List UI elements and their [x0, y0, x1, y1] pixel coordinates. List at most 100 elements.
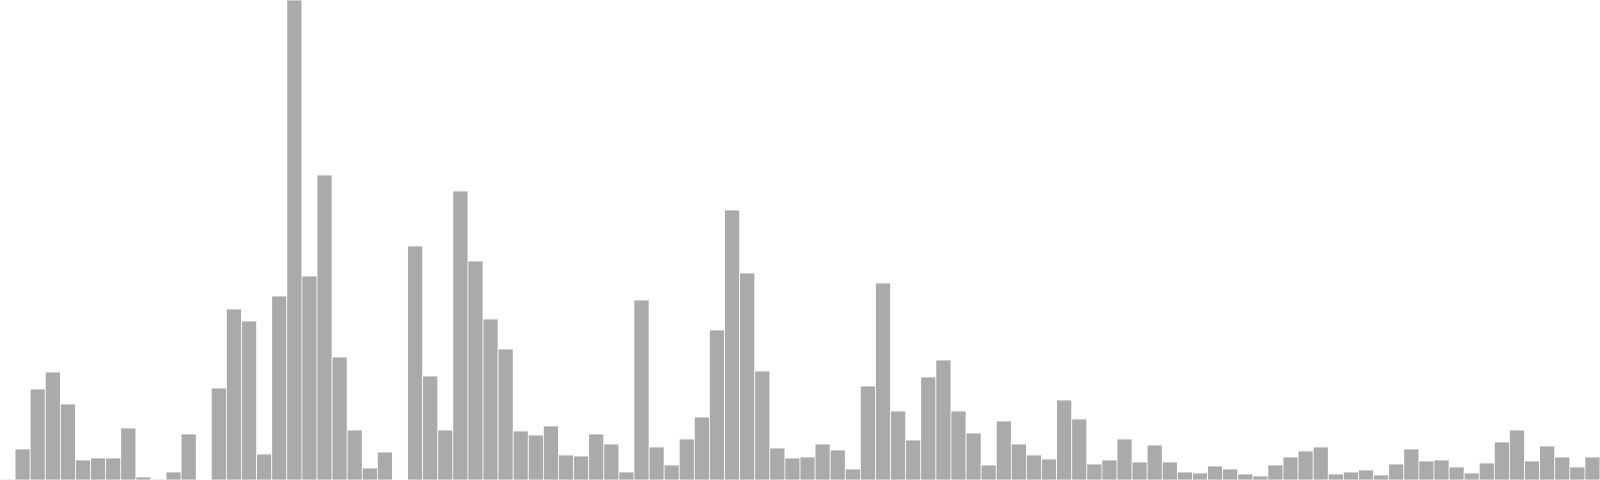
histogram-bar-22	[331, 356, 348, 480]
histogram-bar-30	[452, 190, 469, 480]
histogram-bar-58	[875, 282, 891, 480]
histogram-bar-66	[995, 420, 1012, 480]
histogram-bar-93	[1403, 448, 1420, 480]
histogram-bar-103	[1554, 456, 1571, 480]
histogram-bar-51	[769, 447, 786, 480]
histogram-bar-3	[44, 371, 61, 480]
histogram-bar-12	[180, 433, 197, 480]
histogram-bar-53	[799, 456, 816, 480]
histogram-bar-72	[1086, 463, 1103, 480]
histogram-bar-50	[754, 370, 771, 480]
histogram-bar-34	[512, 430, 529, 480]
histogram-bar-35	[527, 434, 544, 480]
histogram-bar-43	[648, 446, 665, 480]
histogram-bar-86	[1297, 450, 1314, 480]
histogram-bar-80	[1207, 465, 1224, 480]
histogram-bar-79	[1192, 472, 1208, 480]
histogram-bar-2	[29, 388, 46, 480]
histogram-bar-68	[1026, 454, 1042, 480]
histogram-bar-19	[286, 0, 303, 480]
histogram-bar-57	[859, 385, 876, 480]
histogram-bar-95	[1433, 459, 1450, 480]
histogram-bar-97	[1463, 472, 1480, 480]
histogram-bar-75	[1131, 461, 1148, 480]
histogram-bar-76	[1146, 444, 1163, 480]
histogram-bar-46	[693, 416, 710, 480]
histogram-bar-69	[1041, 458, 1058, 480]
histogram-bar-62	[935, 359, 952, 480]
histogram-bar-7	[105, 457, 122, 480]
histogram-bar-87	[1312, 446, 1329, 480]
histogram-bar-14	[210, 387, 227, 480]
histogram-bar-32	[482, 318, 499, 480]
histogram-bar-11	[165, 471, 182, 480]
histogram-bar-96	[1448, 466, 1465, 480]
histogram-bar-73	[1101, 459, 1118, 480]
histogram-bar-9	[135, 476, 152, 480]
histogram-bar-8	[120, 427, 137, 480]
histogram-bar-91	[1373, 474, 1390, 480]
histogram-bar-49	[739, 272, 756, 480]
histogram-bar-54	[814, 443, 831, 480]
histogram-bar-98	[1478, 462, 1495, 480]
histogram-bar-102	[1539, 445, 1556, 480]
histogram-bar-27	[407, 245, 424, 480]
histogram-bar-88	[1327, 473, 1344, 480]
histogram-bar-104	[1569, 466, 1586, 480]
histogram-bar-29	[437, 429, 454, 480]
histogram-bar-33	[497, 348, 514, 480]
histogram-bar-84	[1267, 464, 1284, 480]
histogram-bar-21	[316, 174, 333, 480]
histogram-bar-63	[950, 410, 967, 480]
histogram-bar-45	[678, 438, 695, 480]
histogram-bar-4	[59, 403, 76, 480]
histogram-bar-59	[890, 410, 907, 480]
histogram-bar-77	[1161, 461, 1178, 480]
histogram-bar-105	[1584, 456, 1600, 480]
histogram-bar-71	[1071, 418, 1088, 480]
histogram-bar-74	[1116, 438, 1133, 480]
histogram-bar-48	[724, 209, 741, 480]
histogram-bar-61	[920, 376, 937, 480]
histogram-bar-94	[1418, 460, 1435, 480]
histogram-bar-100	[1509, 429, 1525, 480]
histogram-bar-15	[226, 308, 242, 480]
histogram-bar-42	[633, 299, 650, 480]
histogram-bar-28	[422, 375, 439, 480]
histogram-bar-55	[829, 449, 846, 480]
histogram-bar-5	[75, 459, 91, 480]
histogram-bar-70	[1056, 399, 1073, 480]
histogram-bar-101	[1524, 460, 1541, 480]
histogram-bar-92	[1388, 463, 1405, 480]
histogram-bar-67	[1010, 443, 1027, 480]
histogram-bar-6	[90, 457, 107, 480]
histogram-bar-47	[709, 329, 725, 480]
histogram-bar-82	[1237, 473, 1254, 480]
histogram-bar-83	[1252, 475, 1269, 480]
histogram-bar-52	[784, 457, 801, 480]
histogram-bar-18	[271, 295, 288, 480]
histogram-bar-85	[1282, 456, 1299, 480]
histogram-bar-24	[361, 467, 378, 480]
histogram-bar-56	[844, 468, 861, 480]
histogram-bar-40	[603, 443, 620, 480]
histogram-bar-31	[467, 260, 484, 480]
histogram-bar-60	[905, 439, 922, 480]
histogram-bar-78	[1176, 471, 1193, 480]
histogram-bar-20	[301, 275, 318, 480]
histogram-bar-17	[256, 453, 273, 480]
histogram-bar-37	[558, 454, 574, 480]
histogram-bar-64	[965, 432, 982, 480]
histogram-bar-38	[573, 455, 590, 480]
histogram-bar-44	[663, 464, 680, 480]
histogram-bar-36	[543, 425, 559, 480]
histogram-bar-90	[1358, 469, 1374, 480]
histogram-bar-81	[1222, 468, 1239, 480]
histogram-bar-41	[618, 471, 635, 480]
histogram-bar-25	[376, 451, 393, 480]
histogram-bar-16	[241, 320, 257, 480]
histogram-bar-39	[588, 433, 605, 480]
histogram-bar-65	[980, 464, 997, 480]
